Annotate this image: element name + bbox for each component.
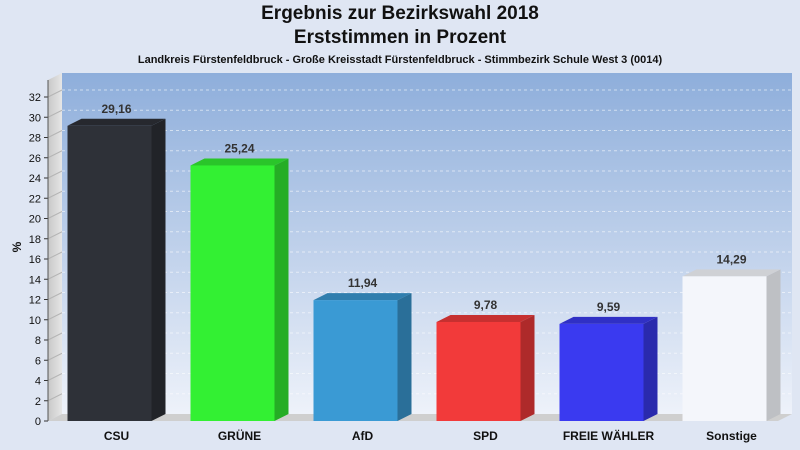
y-tick-label: 12: [29, 295, 41, 307]
bar-side: [274, 158, 289, 421]
chart-title-2: Erststimmen in Prozent: [293, 27, 507, 48]
bar-side: [643, 316, 658, 421]
gridline: [47, 109, 63, 118]
gridline: [47, 352, 63, 361]
data-label: 9,78: [474, 298, 498, 312]
bar-top: [559, 316, 658, 324]
y-axis-label: %: [10, 241, 24, 252]
bar-front: [436, 321, 521, 421]
gridline: [47, 332, 63, 341]
bar-3: [313, 293, 412, 421]
data-label: 9,59: [597, 300, 621, 314]
gridline: [47, 211, 63, 219]
y-tick-label: 18: [29, 234, 41, 246]
bar-top: [682, 269, 781, 277]
x-tick-label: AfD: [352, 429, 374, 443]
gridline: [47, 251, 63, 260]
data-label: 11,94: [348, 276, 378, 290]
y-tick-label: 0: [35, 416, 41, 428]
data-label: 25,24: [224, 141, 254, 155]
bar-front: [67, 125, 152, 421]
gridline: [47, 89, 63, 98]
bar-4: [436, 314, 535, 421]
bar-front: [682, 276, 767, 421]
bar-top: [67, 118, 166, 126]
y-tick-label: 8: [35, 335, 41, 347]
y-tick-label: 14: [29, 274, 41, 286]
gridline: [47, 393, 63, 402]
bar-side: [151, 118, 166, 421]
gridline: [47, 130, 63, 138]
bar-6: [682, 269, 781, 421]
bar-side: [766, 269, 781, 421]
y-tick-label: 6: [35, 355, 41, 367]
bar-5: [559, 316, 658, 421]
y-tick-label: 24: [29, 173, 41, 185]
y-tick-label: 30: [29, 112, 41, 124]
bar-1: [67, 118, 166, 421]
bar-front: [313, 300, 398, 421]
gridline: [47, 170, 63, 179]
x-tick-label: GRÜNE: [218, 428, 261, 443]
y-tick-label: 20: [29, 214, 41, 226]
bar-side: [520, 314, 535, 421]
y-tick-label: 28: [29, 133, 41, 145]
bar-2: [190, 158, 289, 421]
bar-top: [313, 293, 412, 301]
y-tick-label: 22: [29, 193, 41, 205]
data-label: 29,16: [101, 102, 131, 116]
gridline: [47, 190, 63, 199]
y-tick-label: 26: [29, 153, 41, 165]
x-tick-label: CSU: [104, 429, 129, 443]
y-tick-label: 32: [29, 92, 41, 104]
gridline: [47, 271, 63, 280]
gridline: [47, 312, 63, 321]
gridline: [47, 292, 63, 300]
gridline: [47, 231, 63, 240]
bar-front: [190, 165, 275, 421]
gridline: [47, 150, 63, 159]
y-tick-label: 2: [35, 396, 41, 408]
chart-title: Ergebnis zur Bezirkswahl 2018: [261, 3, 539, 24]
plot-left-wall: [48, 73, 62, 421]
chart-subtitle: Landkreis Fürstenfeldbruck - Große Kreis…: [137, 54, 663, 66]
x-tick-label: Sonstige: [706, 429, 757, 443]
x-tick-label: FREIE WÄHLER: [563, 428, 655, 443]
bar-top: [190, 158, 289, 166]
gridline: [47, 373, 63, 381]
x-tick-label: SPD: [473, 429, 498, 443]
y-tick-label: 10: [29, 315, 41, 327]
bar-side: [397, 293, 412, 421]
y-tick-label: 16: [29, 254, 41, 266]
y-tick-label: 4: [35, 376, 41, 388]
bar-top: [436, 314, 535, 322]
data-label: 14,29: [716, 252, 746, 266]
bar-front: [559, 323, 644, 421]
